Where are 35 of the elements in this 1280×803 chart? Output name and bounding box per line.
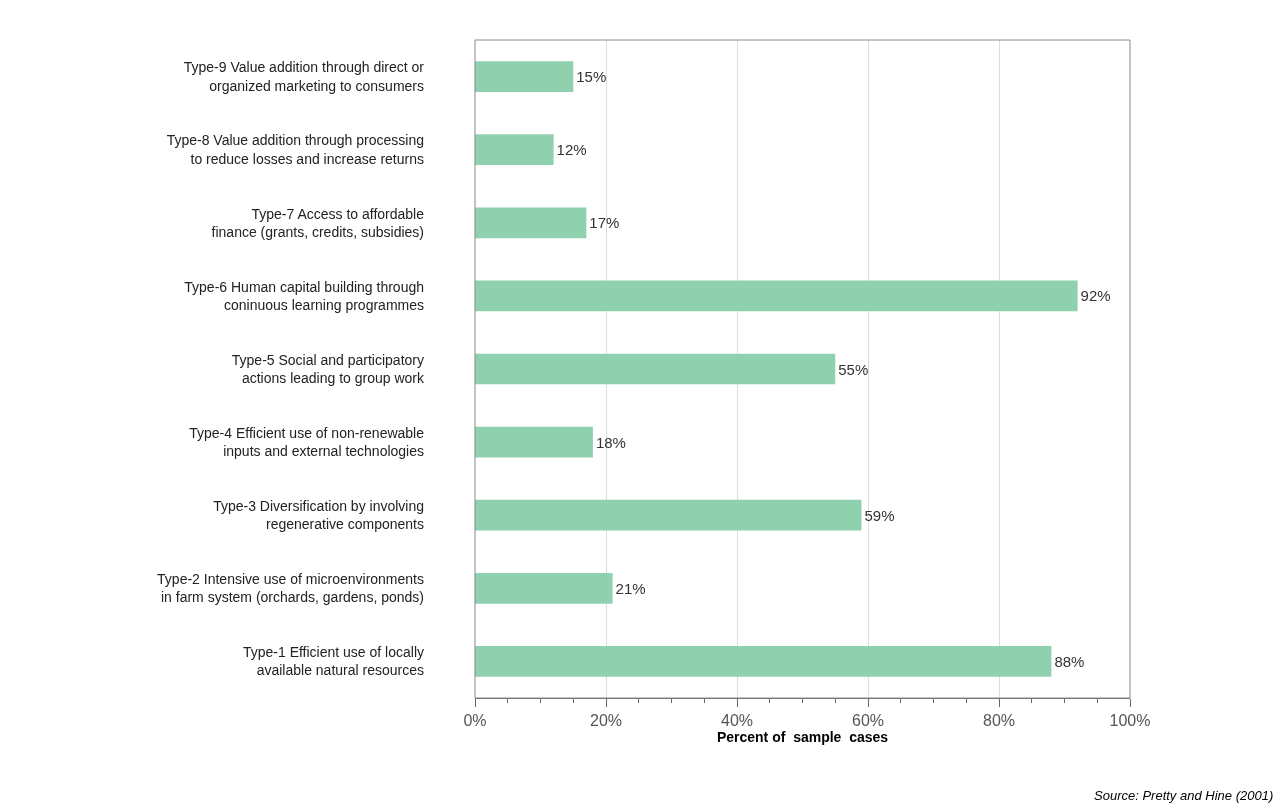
bar: [475, 207, 587, 239]
data-label: 15%: [576, 68, 607, 86]
y-tick-label: Type-9 Value addition through direct or organized marketing to consumers: [183, 59, 425, 94]
bar: [475, 280, 1078, 312]
x-tick-label: 60%: [851, 712, 885, 730]
data-label: 92%: [1080, 287, 1111, 305]
bar: [475, 61, 574, 92]
x-tick-label: 100%: [1109, 712, 1151, 730]
y-tick-label: Type-5 Social and participatory actions leading to group work: [231, 351, 425, 386]
y-tick-label: Type-2 Intensive use of microenvironments in farm system (orchards, gardens, ponds): [157, 571, 424, 606]
y-tick-label: Type-4 Efficient use of non-renewable inputs and external technologies: [189, 424, 425, 460]
source-note: Source: Pretty and Hine (2001): [1094, 788, 1274, 803]
data-label: 17%: [589, 214, 620, 232]
data-label: 59%: [864, 506, 895, 524]
y-tick-label: Type-7 Access to affordable finance (grants, credits, subsidies): [211, 205, 425, 240]
x-tick-label: 40%: [720, 712, 754, 730]
y-tick-label: Type-3 Diversification by involving regenerative components: [213, 498, 424, 533]
y-tick-label: Type-1 Efficient use of locally available natural resources: [242, 644, 424, 679]
x-axis-title: Percent of sample cases: [716, 729, 889, 746]
bar: [475, 572, 613, 604]
y-tick-label: Type-6 Human capital building through coninuous learning programmes: [184, 278, 424, 313]
bar: [475, 134, 554, 166]
data-label: 55%: [838, 360, 869, 378]
bar: [475, 499, 862, 531]
bar: [475, 426, 593, 458]
data-label: 12%: [556, 141, 587, 159]
x-tick-label: 80%: [982, 712, 1016, 730]
x-tick-label: 0%: [463, 712, 487, 730]
data-label: 21%: [615, 579, 646, 597]
bar: [475, 353, 836, 385]
x-tick-label: 20%: [589, 712, 623, 730]
data-label: 18%: [595, 433, 626, 451]
y-tick-label: Type-8 Value addition through processing to reduce losses and increase returns: [166, 132, 424, 167]
bar: [475, 646, 1052, 677]
data-label: 88%: [1054, 652, 1085, 670]
